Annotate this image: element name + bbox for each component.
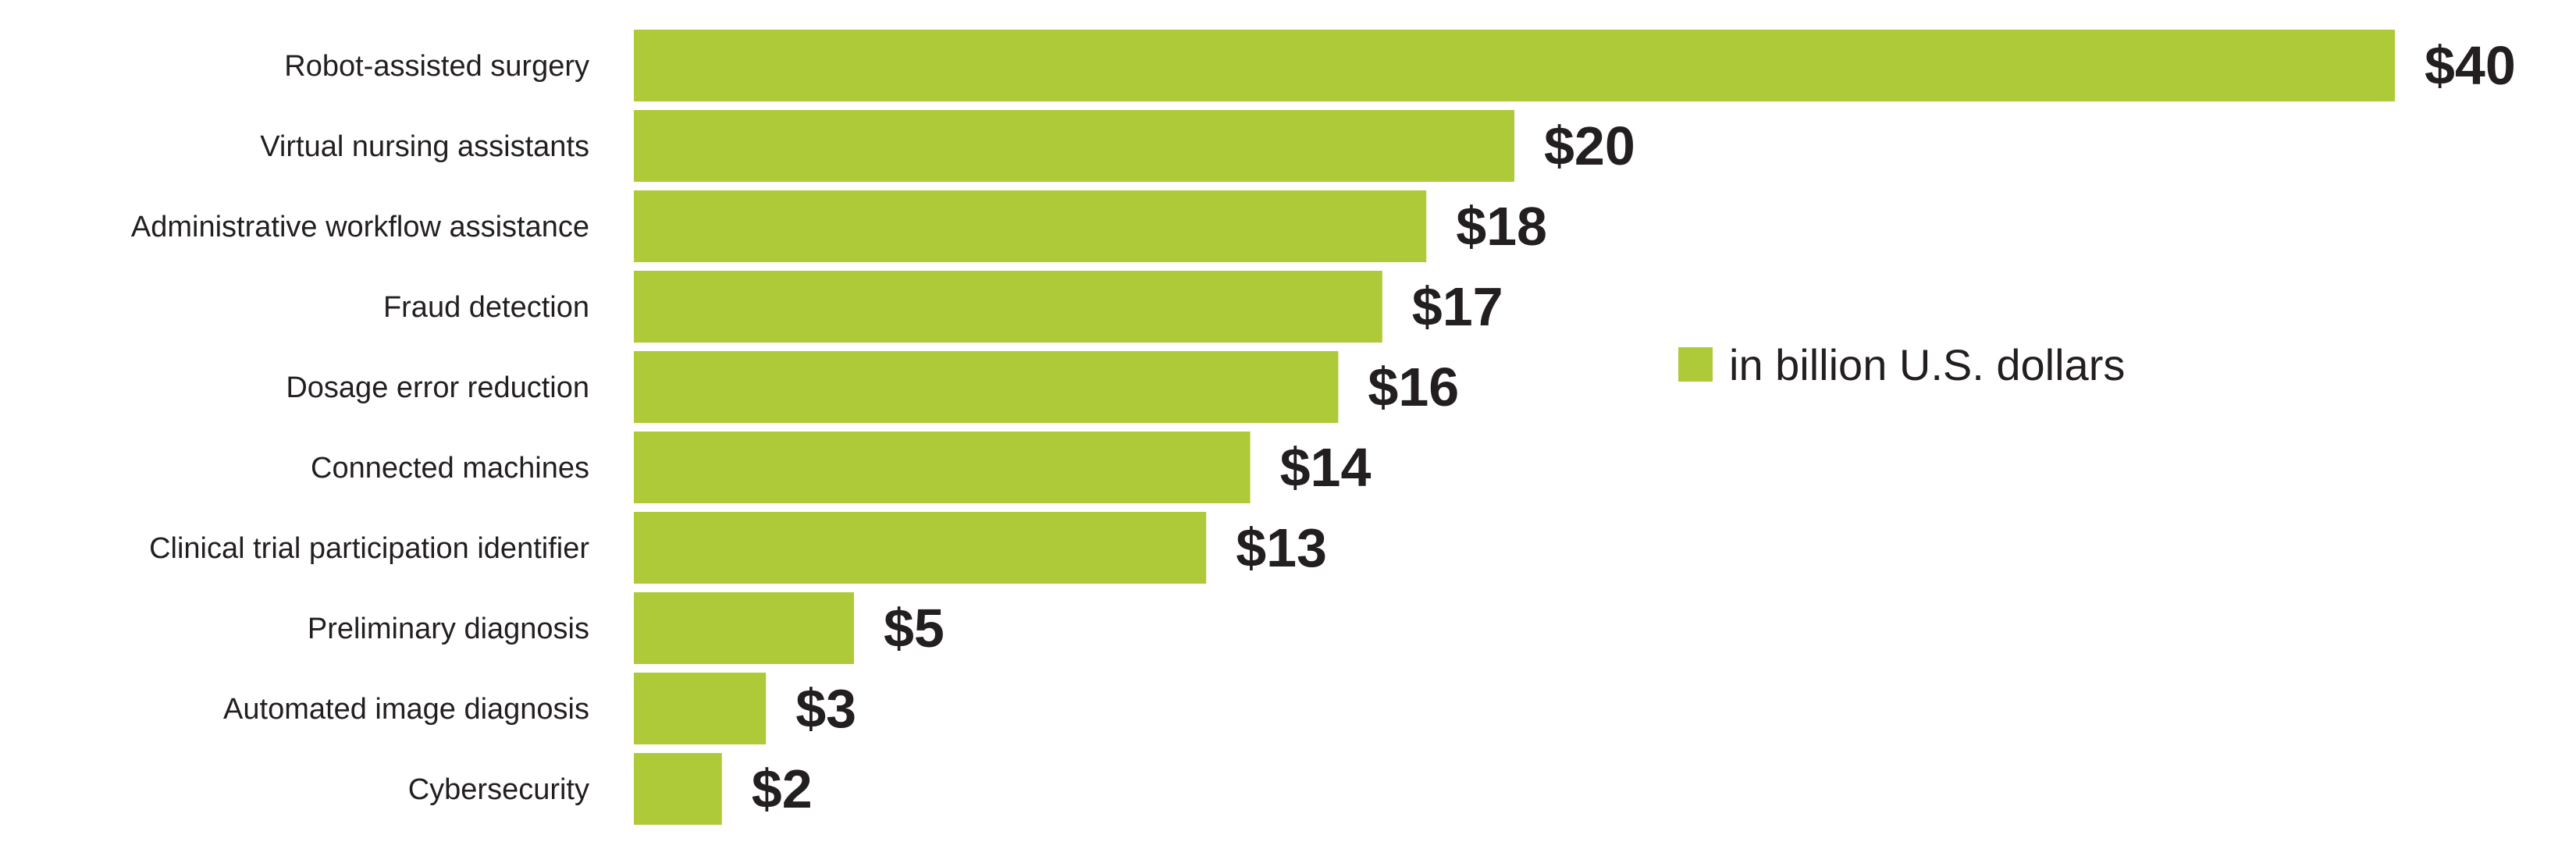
category-label: Robot-assisted surgery: [284, 50, 589, 83]
value-label: $13: [1236, 517, 1327, 578]
value-label: $16: [1368, 357, 1459, 417]
legend-label: in billion U.S. dollars: [1729, 340, 2125, 389]
legend: in billion U.S. dollars: [1678, 340, 2125, 389]
category-label: Virtual nursing assistants: [260, 130, 589, 163]
category-label: Administrative workflow assistance: [131, 211, 589, 243]
category-label: Automated image diagnosis: [223, 693, 589, 726]
category-label: Dosage error reduction: [286, 371, 589, 404]
value-label: $5: [884, 598, 945, 659]
value-label: $3: [795, 678, 856, 739]
value-label: $40: [2425, 35, 2516, 96]
bar: [634, 592, 854, 664]
bar: [634, 271, 1382, 343]
bars: [634, 30, 2395, 825]
value-label: $14: [1280, 437, 1372, 498]
bar: [634, 432, 1251, 503]
value-label: $20: [1544, 115, 1635, 176]
category-label: Fraud detection: [383, 291, 589, 324]
value-label: $17: [1412, 276, 1503, 337]
bar: [634, 190, 1427, 262]
category-label: Cybersecurity: [408, 773, 589, 806]
category-label: Connected machines: [311, 452, 589, 485]
bar: [634, 753, 722, 825]
bar: [634, 30, 2395, 101]
bar: [634, 512, 1207, 584]
value-label: $2: [752, 758, 813, 819]
bar: [634, 351, 1339, 423]
value-labels: $40 $20 $18 $17 $16 $14 $13 $5 $3 $2: [752, 35, 2516, 819]
bar: [634, 110, 1514, 182]
category-label: Preliminary diagnosis: [308, 613, 589, 645]
bar: [634, 673, 767, 744]
category-label: Clinical trial participation identifier: [149, 532, 589, 565]
category-labels: Robot-assisted surgery Virtual nursing as…: [131, 50, 589, 806]
value-label: $18: [1456, 196, 1547, 257]
legend-swatch: [1678, 347, 1713, 382]
